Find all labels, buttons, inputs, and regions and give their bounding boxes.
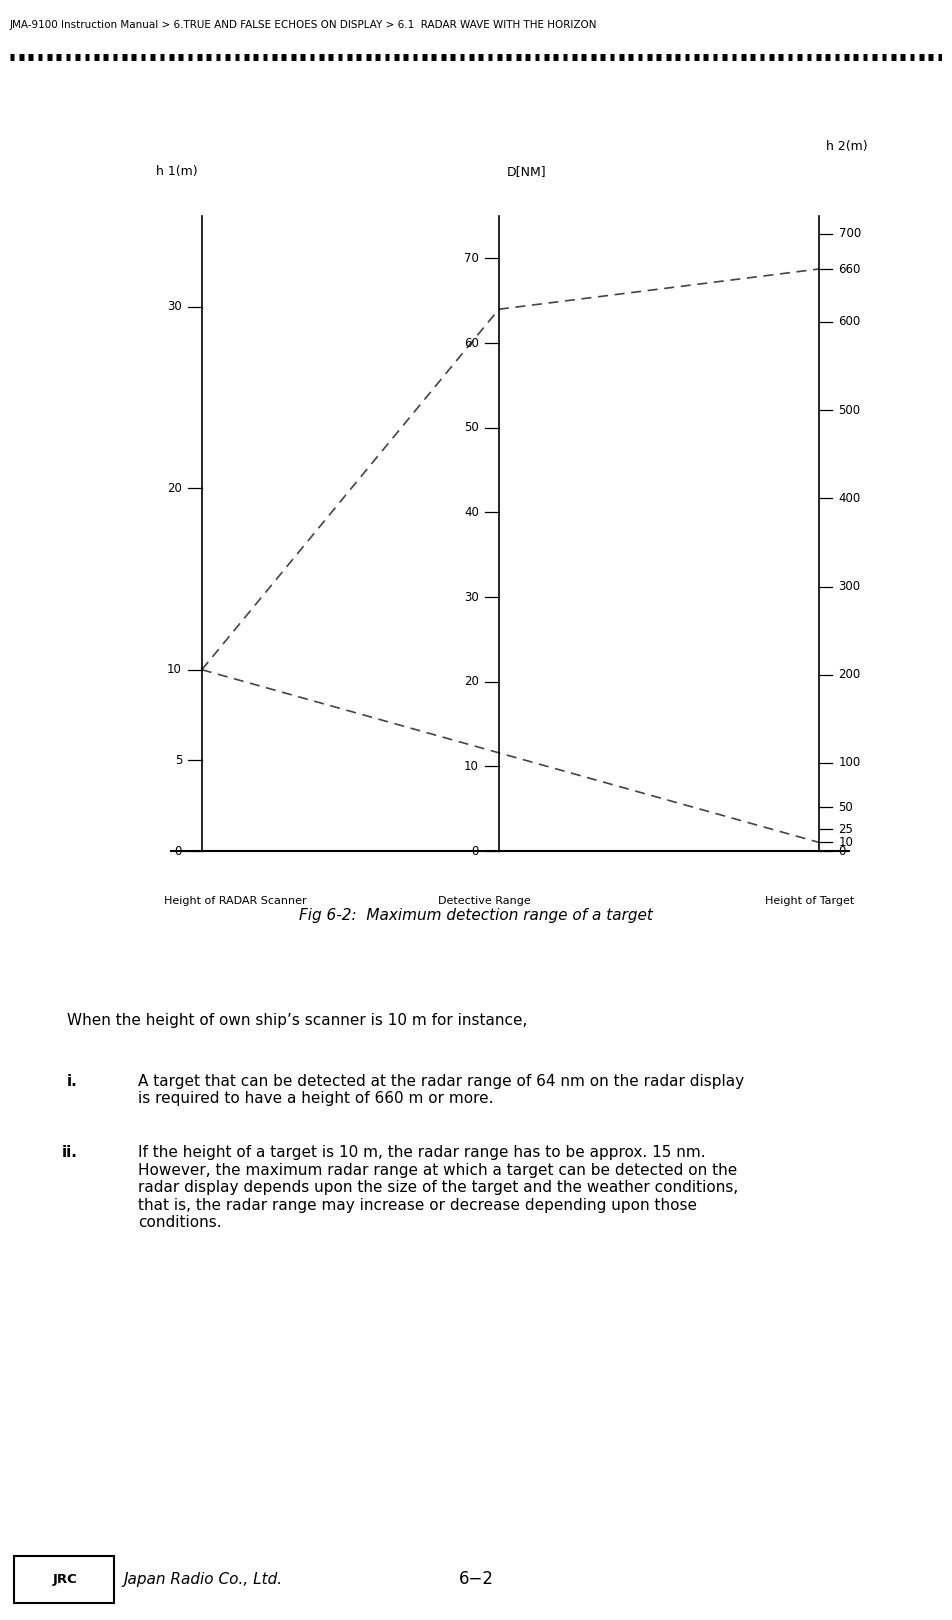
Text: h 2(m): h 2(m) [826,139,868,152]
Text: 40: 40 [465,505,479,518]
Text: 100: 100 [839,757,861,770]
Text: 10: 10 [839,836,853,849]
Text: 20: 20 [168,481,182,494]
Text: h 1(m): h 1(m) [156,165,198,178]
Text: 20: 20 [465,676,479,688]
Text: JRC: JRC [52,1573,77,1586]
Text: 70: 70 [465,253,479,266]
Text: Detective Range: Detective Range [438,896,530,906]
Text: ii.: ii. [62,1145,78,1160]
Text: 600: 600 [839,316,861,329]
Text: Height of Target: Height of Target [765,896,855,906]
Text: 10: 10 [168,663,182,676]
Text: 25: 25 [839,823,853,836]
Text: 200: 200 [839,667,861,682]
Text: D[NM]: D[NM] [506,165,546,178]
Text: 30: 30 [168,300,182,313]
Text: 300: 300 [839,580,861,593]
Text: Fig 6-2:  Maximum detection range of a target: Fig 6-2: Maximum detection range of a ta… [299,907,653,923]
Text: i.: i. [67,1074,77,1089]
Text: A target that can be detected at the radar range of 64 nm on the radar display
i: A target that can be detected at the rad… [138,1074,744,1106]
Text: 5: 5 [174,753,182,766]
Text: 50: 50 [839,800,853,813]
Text: If the height of a target is 10 m, the radar range has to be approx. 15 nm.
Howe: If the height of a target is 10 m, the r… [138,1145,739,1230]
Text: When the height of own ship’s scanner is 10 m for instance,: When the height of own ship’s scanner is… [67,1012,527,1027]
Text: 50: 50 [465,421,479,434]
Text: 660: 660 [839,262,861,275]
Text: 500: 500 [839,403,861,416]
Text: Height of RADAR Scanner: Height of RADAR Scanner [164,896,307,906]
Text: JMA-9100 Instruction Manual > 6.TRUE AND FALSE ECHOES ON DISPLAY > 6.1  RADAR WA: JMA-9100 Instruction Manual > 6.TRUE AND… [10,19,597,31]
Text: Japan Radio Co., Ltd.: Japan Radio Co., Ltd. [124,1571,283,1588]
Text: 6−2: 6−2 [459,1570,493,1589]
FancyBboxPatch shape [14,1557,114,1602]
Text: 10: 10 [465,760,479,773]
Text: 700: 700 [839,227,861,240]
Text: 0: 0 [174,844,182,857]
Text: 60: 60 [465,337,479,350]
Text: 400: 400 [839,492,861,505]
Text: 0: 0 [839,844,846,857]
Text: 30: 30 [465,591,479,604]
Text: 0: 0 [471,844,479,857]
